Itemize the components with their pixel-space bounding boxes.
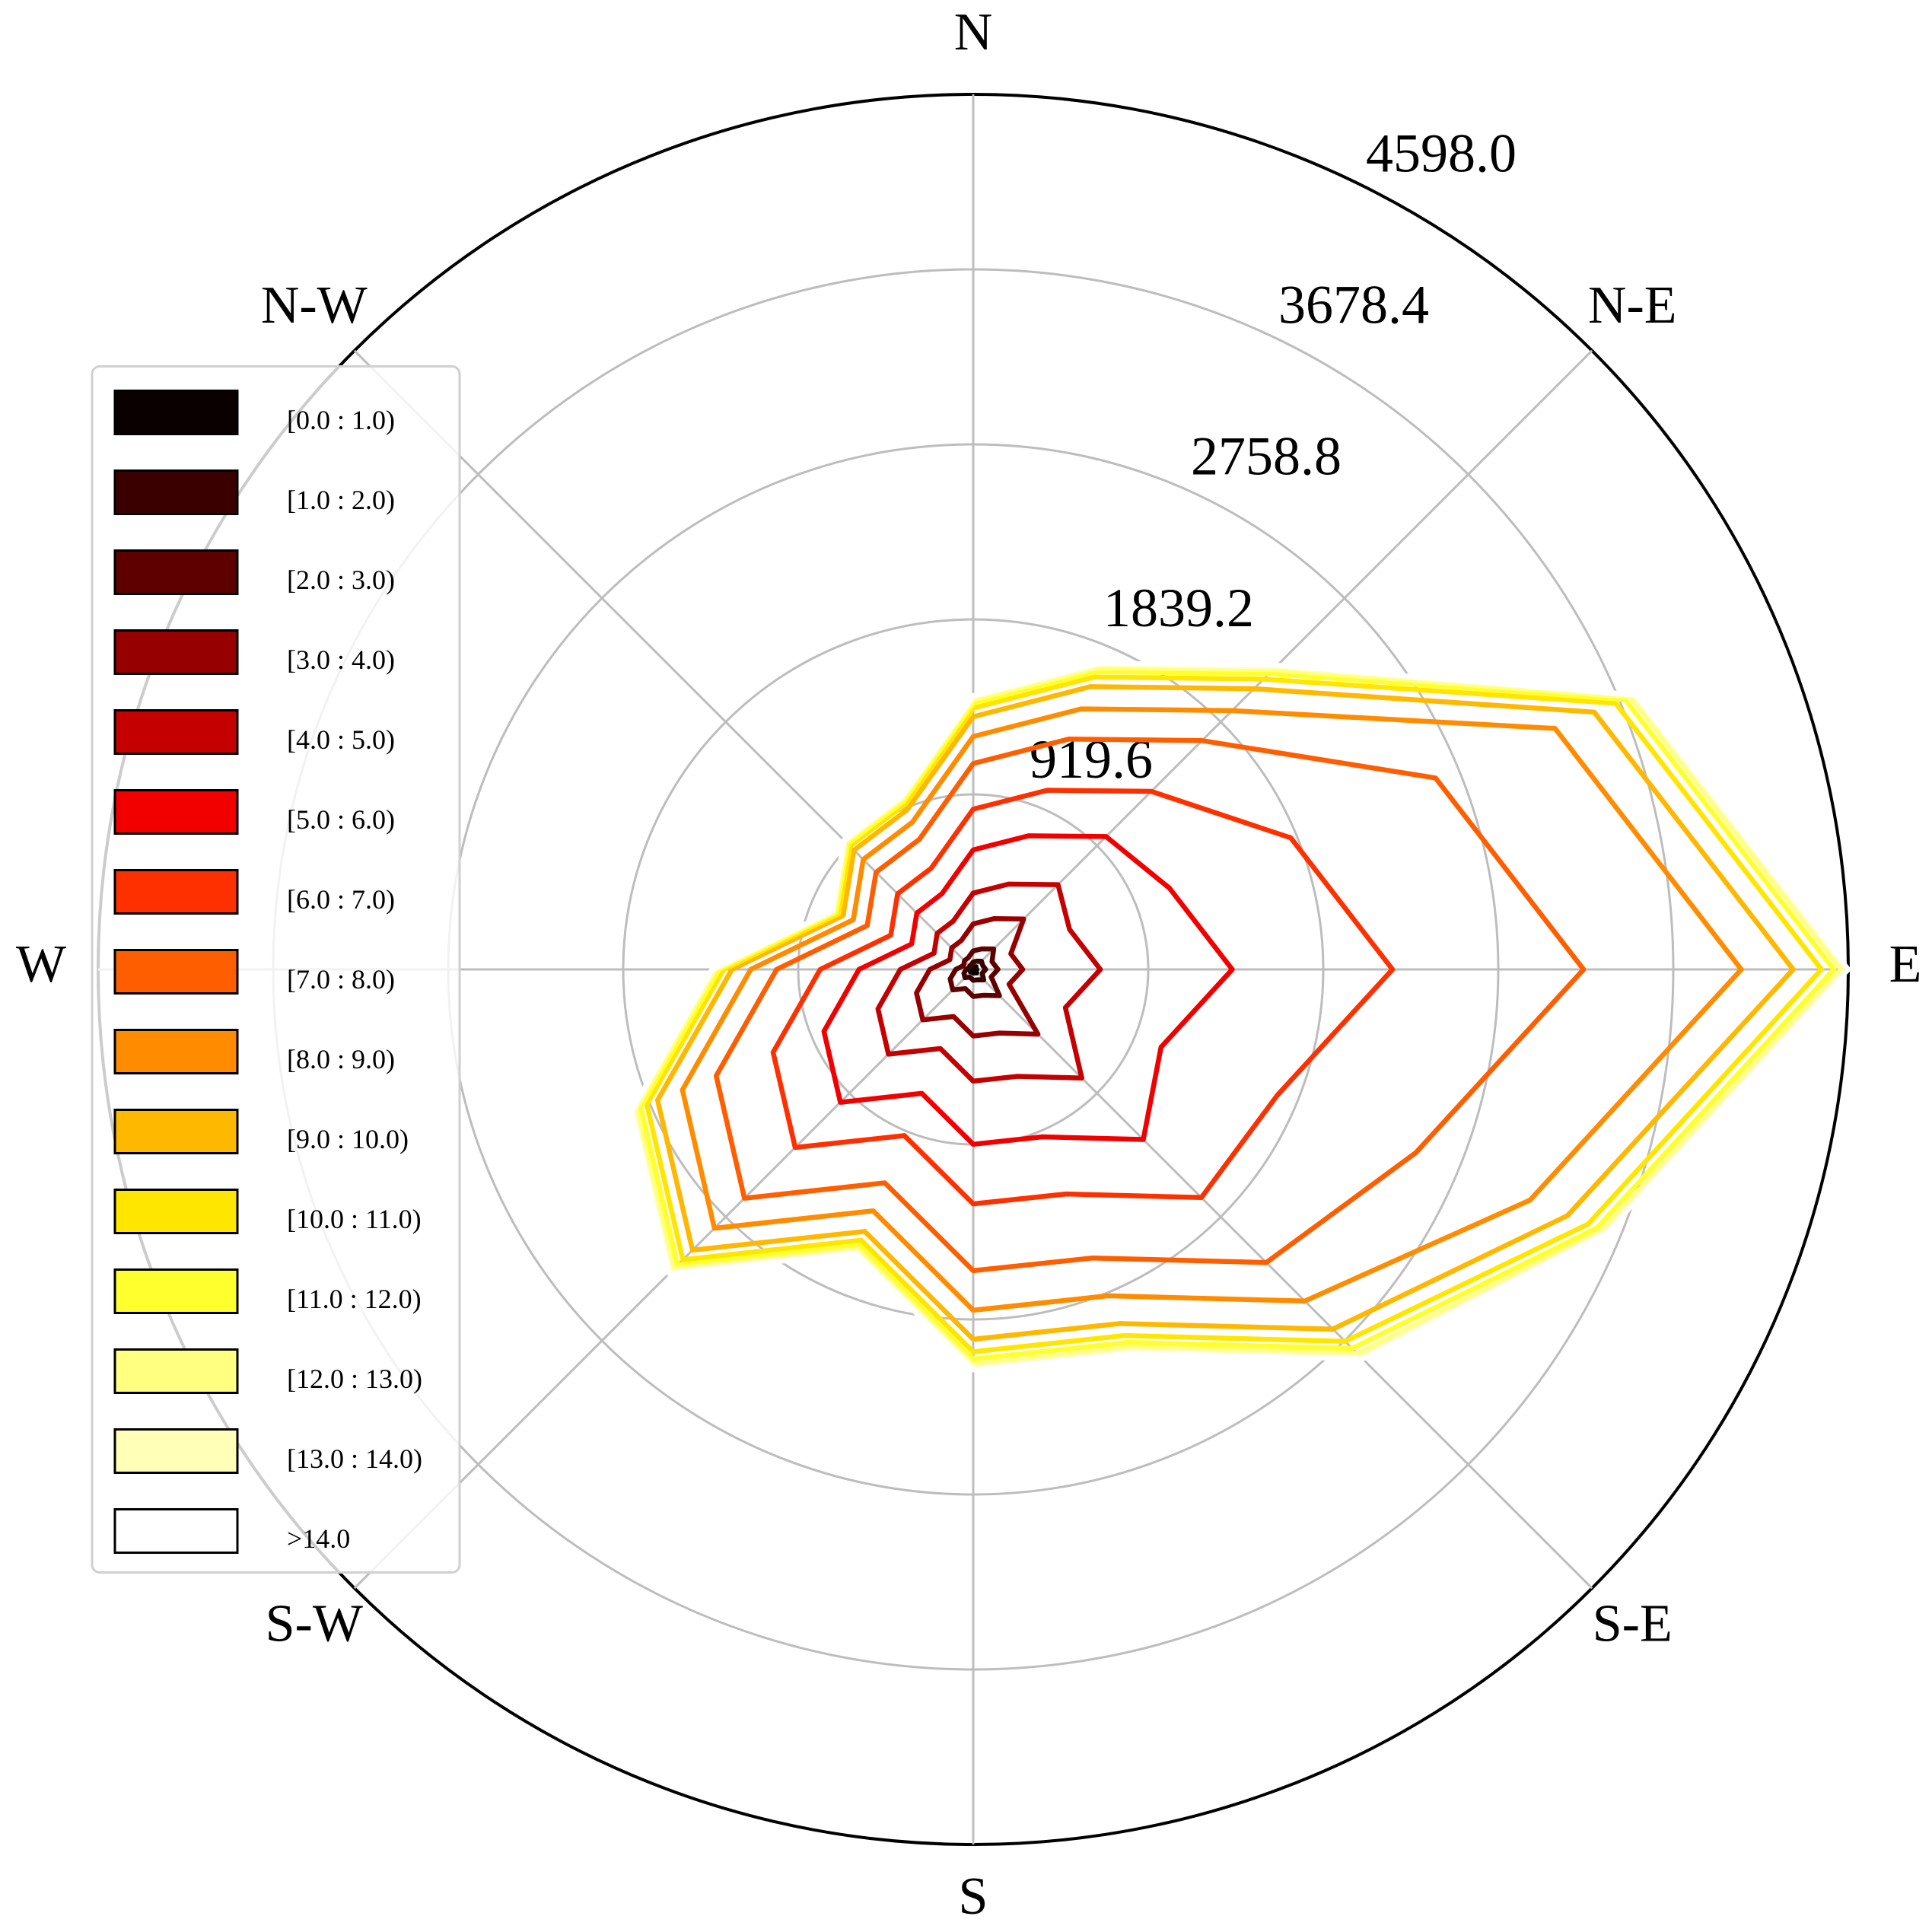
legend-label: [6.0 : 7.0): [287, 884, 395, 915]
contour-line: [770, 788, 1396, 1207]
legend-label: [12.0 : 13.0): [287, 1364, 422, 1394]
contour-line: [713, 737, 1587, 1274]
direction-label: E: [1889, 935, 1922, 994]
direction-label: W: [16, 935, 66, 994]
contour-line: [875, 881, 1103, 1084]
contour-line: [680, 706, 1744, 1313]
legend-label: [9.0 : 10.0): [287, 1124, 409, 1154]
direction-label: S-E: [1593, 1594, 1673, 1653]
radial-tick-label: 2758.8: [1191, 426, 1342, 487]
direction-label: S: [959, 1867, 988, 1926]
legend-swatch: [113, 1109, 239, 1154]
radial-tick-label: 3678.4: [1278, 274, 1429, 335]
legend-label: [11.0 : 12.0): [287, 1284, 422, 1314]
contour-line: [654, 684, 1796, 1342]
legend-swatch: [113, 1029, 239, 1074]
direction-label: N-E: [1588, 276, 1677, 335]
radial-tick-label: 1839.2: [1103, 578, 1254, 638]
contour-line: [967, 964, 980, 976]
legend-label: >14.0: [287, 1523, 350, 1554]
grid-spoke: [972, 349, 1593, 971]
legend-swatch: [113, 469, 239, 515]
legend: [0.0 : 1.0) [1.0 : 2.0) [2.0 : 3.0) [3.0 : …: [91, 365, 461, 1574]
legend-label: [7.0 : 8.0): [287, 964, 395, 995]
contour-line: [629, 660, 1851, 1373]
legend-swatch: [113, 869, 239, 915]
legend-swatch: [113, 629, 239, 675]
contour-line: [914, 915, 1041, 1039]
legend-label: [1.0 : 2.0): [287, 485, 395, 515]
legend-swatch: [113, 1508, 239, 1554]
legend-label: [2.0 : 3.0): [287, 565, 395, 595]
legend-swatch: [113, 549, 239, 595]
legend-swatch: [113, 390, 239, 435]
legend-swatch: [113, 709, 239, 755]
radial-tick-label: 4598.0: [1366, 123, 1517, 183]
legend-swatch: [113, 789, 239, 835]
legend-label: [0.0 : 1.0): [287, 405, 395, 435]
direction-label: N-W: [261, 276, 368, 335]
legend-label: [5.0 : 6.0): [287, 804, 395, 835]
contour-line: [947, 946, 1002, 999]
legend-label: [4.0 : 5.0): [287, 724, 395, 755]
legend-swatch: [113, 949, 239, 995]
legend-label: [13.0 : 14.0): [287, 1443, 422, 1474]
contour-line: [961, 958, 988, 983]
direction-label: N: [954, 3, 993, 62]
legend-swatch: [113, 1189, 239, 1234]
legend-label: [3.0 : 4.0): [287, 645, 395, 675]
legend-swatch: [113, 1268, 239, 1314]
grid-spoke: [972, 968, 1593, 1590]
contour-line: [821, 833, 1235, 1147]
legend-label: [10.0 : 11.0): [287, 1204, 422, 1234]
legend-swatch: [113, 1348, 239, 1394]
direction-label: S-W: [266, 1594, 363, 1653]
legend-label: [8.0 : 9.0): [287, 1044, 395, 1074]
contour-line: [644, 674, 1824, 1354]
legend-swatch: [113, 1428, 239, 1474]
